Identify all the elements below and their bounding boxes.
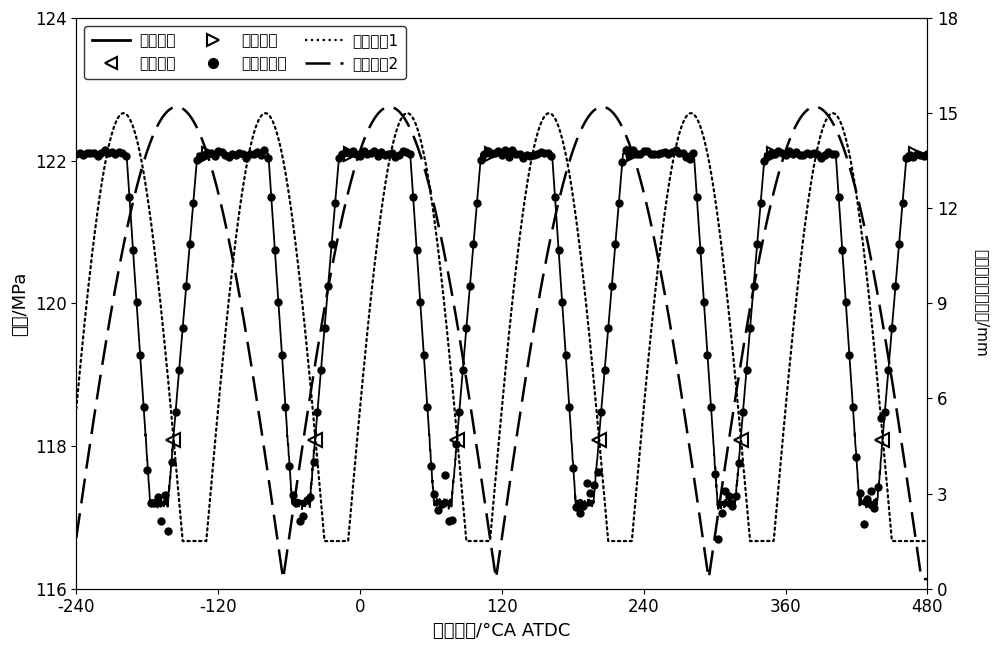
Legend: 轨压信号, 加电时刻, 断电时刻, 轨压采样点, 凸轮升程1, 凸轮升程2: 轨压信号, 加电时刻, 断电时刻, 轨压采样点, 凸轮升程1, 凸轮升程2 <box>84 26 406 79</box>
X-axis label: 曲轴转角/°CA ATDC: 曲轴转角/°CA ATDC <box>433 622 570 640</box>
Y-axis label: 轨压/MPa: 轨压/MPa <box>11 271 29 335</box>
Y-axis label: 高压油泵凸轮升程/mm: 高压油泵凸轮升程/mm <box>974 249 989 357</box>
